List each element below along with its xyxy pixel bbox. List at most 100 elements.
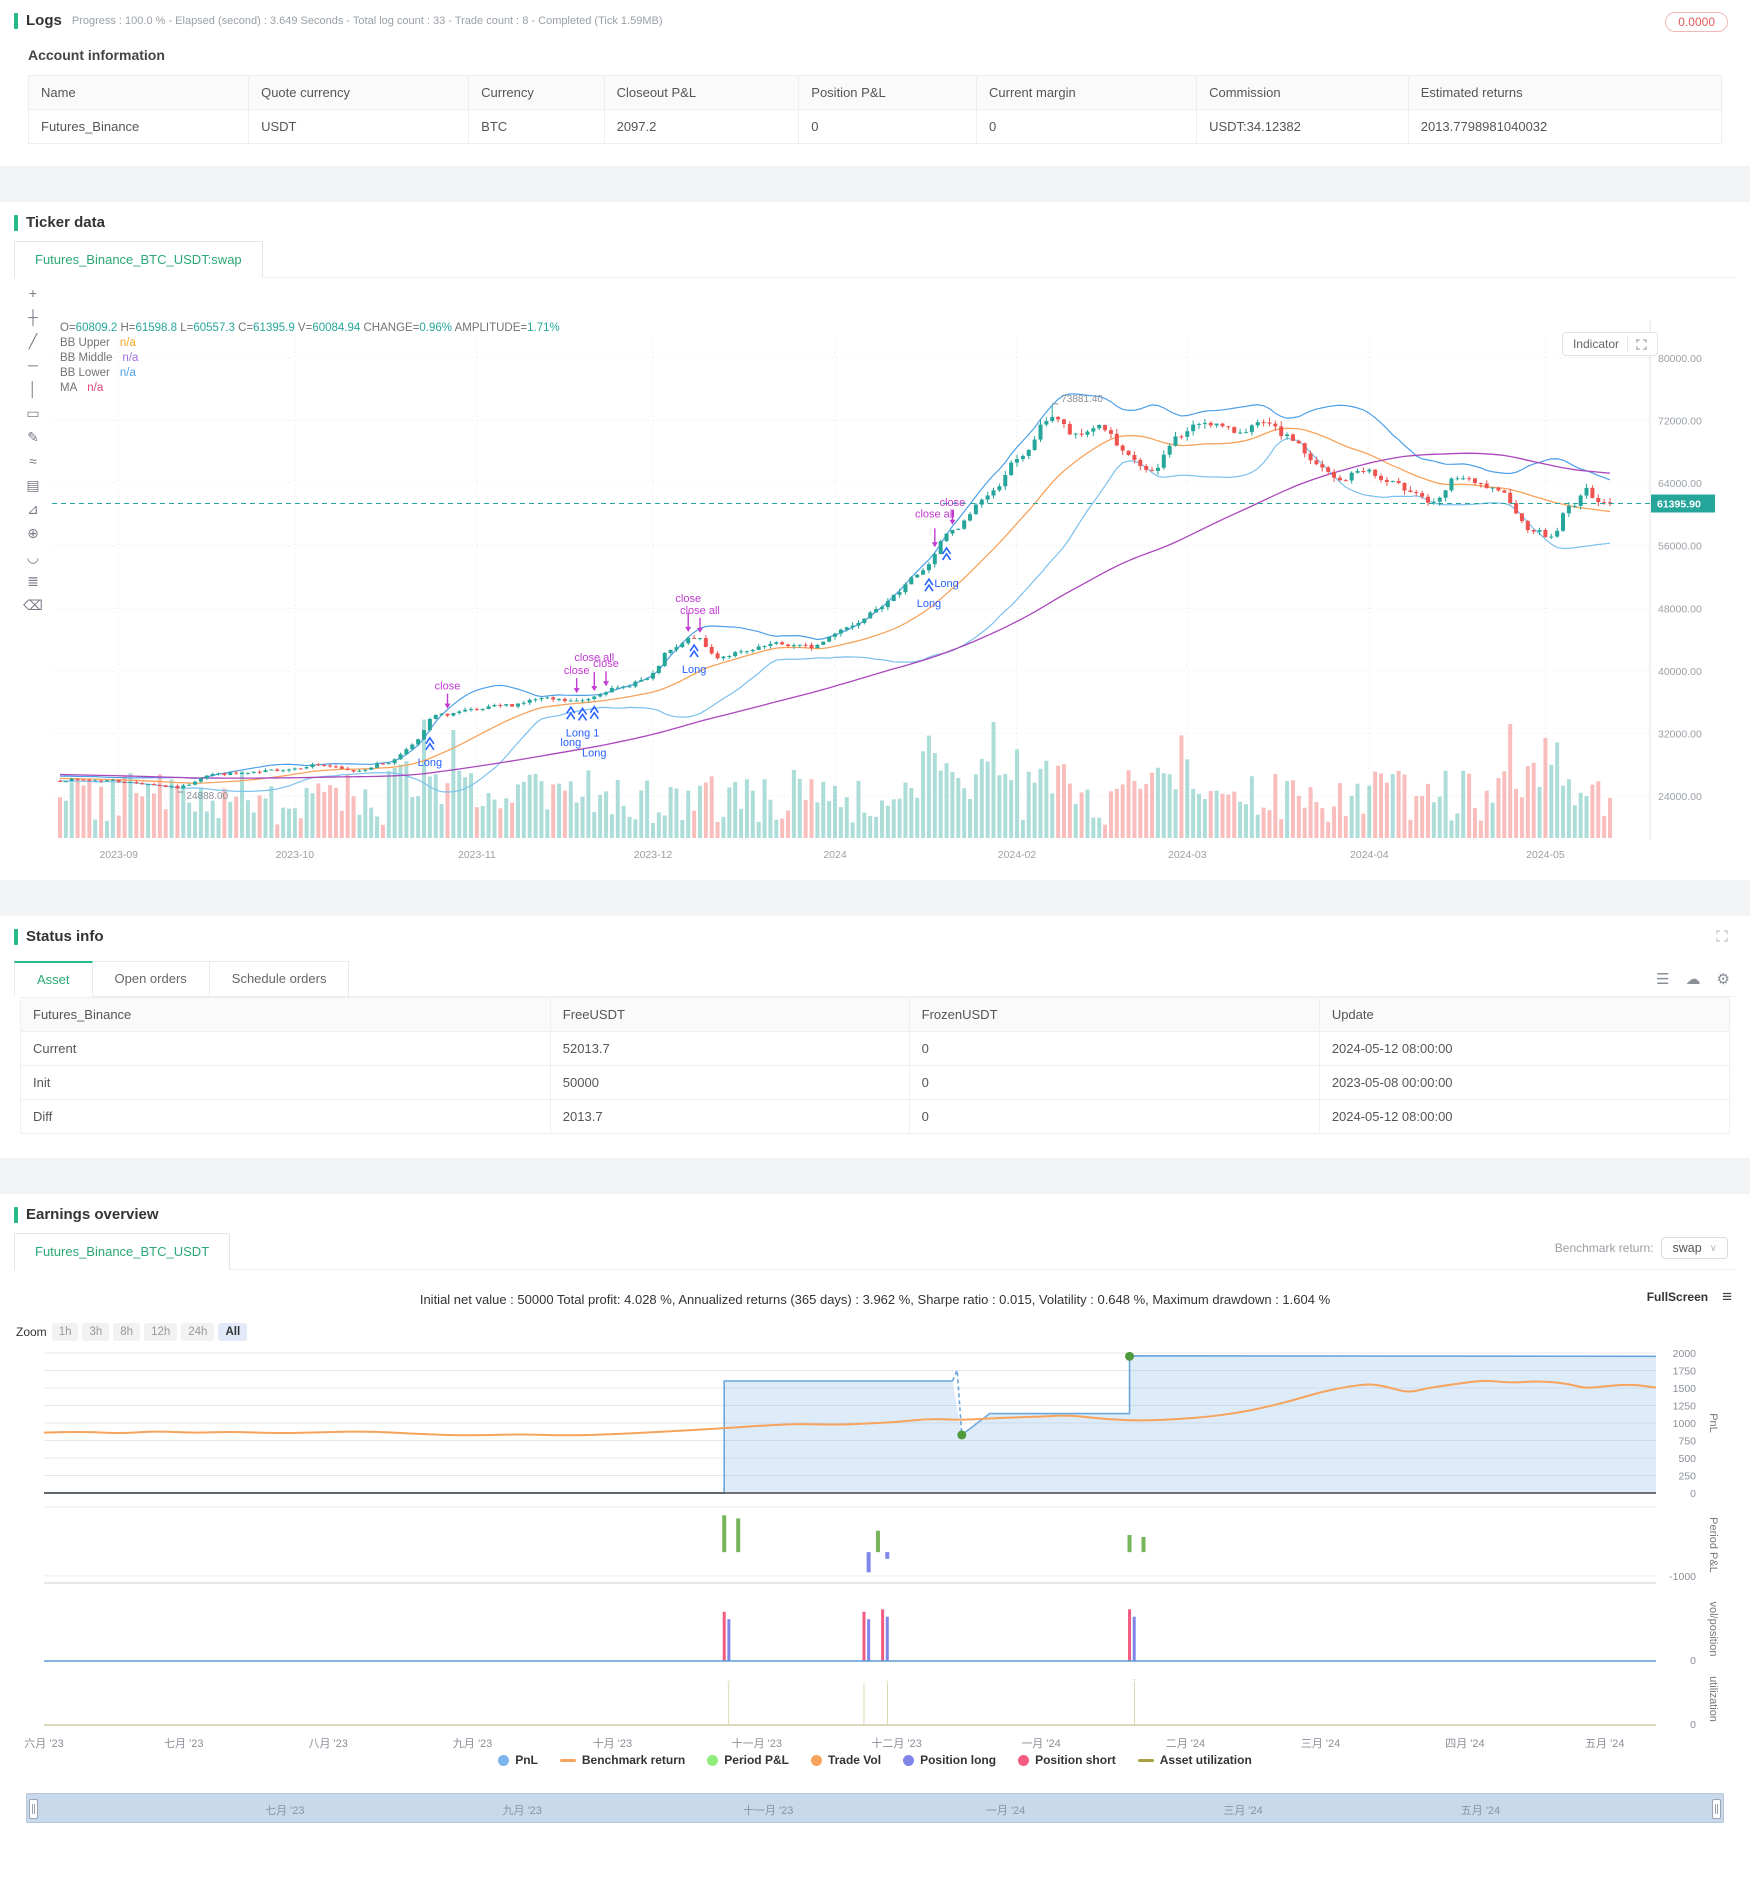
logs-progress-text: Progress : 100.0 % - Elapsed (second) : … bbox=[71, 14, 663, 27]
x-axis-label: 九月 '23 bbox=[452, 1738, 493, 1750]
section-divider bbox=[0, 1158, 1750, 1194]
zoom-buttons: 1h 3h 8h 12h 24h All bbox=[51, 1323, 248, 1341]
rectangle-icon[interactable]: ▭ bbox=[26, 405, 40, 421]
expand-icon[interactable] bbox=[1636, 338, 1647, 350]
navigator-label: 一月 '24 bbox=[985, 1805, 1026, 1817]
current-free-usdt: 52013.7 bbox=[549, 1031, 910, 1066]
col-frozen-usdt: FrozenUSDT bbox=[908, 997, 1320, 1032]
magnet-icon[interactable]: ◡ bbox=[26, 549, 40, 565]
list-menu-icon[interactable]: ☰ bbox=[1656, 971, 1670, 988]
navigator-label: 九月 '23 bbox=[502, 1805, 542, 1817]
legend-pnl[interactable]: PnL bbox=[498, 1753, 538, 1767]
tab-futures-binance-btc-usdt[interactable]: Futures_Binance_BTC_USDT bbox=[14, 1233, 231, 1270]
account-current-margin: 0 bbox=[976, 109, 1198, 144]
cursor-icon[interactable]: + bbox=[28, 285, 38, 301]
col-closeout-pnl: Closeout P&L bbox=[603, 75, 800, 110]
account-quote-currency: USDT bbox=[248, 109, 470, 144]
settings-gear-icon[interactable]: ⚙ bbox=[1716, 971, 1730, 988]
wave-icon[interactable]: ≈ bbox=[29, 453, 37, 469]
section-accent-bar bbox=[14, 214, 18, 231]
measure-icon[interactable]: ⊿ bbox=[27, 501, 39, 517]
x-axis-label: 三月 '24 bbox=[1300, 1738, 1341, 1750]
col-currency: Currency bbox=[468, 75, 605, 110]
zoom-button-12h[interactable]: 12h bbox=[144, 1323, 178, 1341]
diff-update: 2024-05-12 08:00:00 bbox=[1318, 1099, 1731, 1134]
table-row-init: Init 50000 0 2023-05-08 00:00:00 bbox=[20, 1065, 1731, 1100]
tab-futures-binance-btc-usdt-swap[interactable]: Futures_Binance_BTC_USDT:swap bbox=[14, 241, 263, 278]
col-commission: Commission bbox=[1196, 75, 1409, 110]
section-accent-bar bbox=[14, 12, 18, 29]
legend-position-long[interactable]: Position long bbox=[903, 1753, 996, 1767]
account-closeout-pnl: 2097.2 bbox=[603, 109, 800, 144]
earnings-overview-title: Earnings overview bbox=[26, 1206, 159, 1223]
circle-symbol bbox=[903, 1754, 915, 1766]
account-info-table: Name Quote currency Currency Closeout P&… bbox=[27, 75, 1723, 144]
cloud-download-icon[interactable]: ☁ bbox=[1685, 971, 1701, 988]
benchmark-selected-value: swap bbox=[1672, 1241, 1702, 1255]
collapse-icon[interactable] bbox=[1716, 930, 1728, 942]
ohlc-legend: O=60809.2 H=61598.8 L=60557.3 C=61395.9 … bbox=[60, 322, 560, 394]
navigator-right-handle[interactable] bbox=[1712, 1799, 1721, 1819]
legend-benchmark-return[interactable]: Benchmark return bbox=[559, 1753, 685, 1767]
section-divider bbox=[0, 880, 1750, 916]
horizontal-line-icon[interactable]: ─ bbox=[28, 357, 38, 373]
benchmark-select[interactable]: swap ∨ bbox=[1661, 1237, 1728, 1259]
candlestick-chart-canvas[interactable] bbox=[14, 280, 1716, 876]
col-quote-currency: Quote currency bbox=[248, 75, 470, 110]
table-row-current: Current 52013.7 0 2024-05-12 08:00:00 bbox=[20, 1031, 1731, 1066]
x-axis-label: 五月 '24 bbox=[1585, 1738, 1625, 1750]
current-frozen-usdt: 0 bbox=[908, 1031, 1320, 1066]
col-current-margin: Current margin bbox=[976, 75, 1198, 110]
legend-trade-vol[interactable]: Trade Vol bbox=[810, 1753, 881, 1767]
x-axis-label: 六月 '23 bbox=[24, 1738, 64, 1750]
row-label-init: Init bbox=[20, 1065, 551, 1100]
account-currency: BTC bbox=[468, 109, 605, 144]
earnings-x-axis-labels: 六月 '23 七月 '23 八月 '23 九月 '23 十月 '23 十一月 '23 十二月… bbox=[14, 1735, 1736, 1751]
logs-title: Logs bbox=[26, 12, 62, 29]
indicator-button[interactable]: Indicator bbox=[1561, 332, 1658, 356]
navigator-left-handle[interactable] bbox=[29, 1799, 38, 1819]
table-row-diff: Diff 2013.7 0 2024-05-12 08:00:00 bbox=[20, 1099, 1731, 1134]
tab-asset[interactable]: Asset bbox=[14, 961, 93, 997]
layers-icon[interactable]: ≣ bbox=[27, 573, 39, 589]
zoom-button-1h[interactable]: 1h bbox=[51, 1323, 79, 1341]
line-symbol bbox=[559, 1758, 576, 1762]
logs-counter-badge: 0.0000 bbox=[1665, 12, 1728, 32]
row-label-current[interactable]: Current bbox=[20, 1031, 551, 1066]
trash-icon[interactable]: ⌫ bbox=[23, 597, 43, 613]
chart-menu-icon[interactable]: ≡ bbox=[1722, 1287, 1732, 1306]
x-axis-label: 四月 '24 bbox=[1445, 1738, 1485, 1750]
zoom-button-24h[interactable]: 24h bbox=[181, 1323, 215, 1341]
range-navigator[interactable]: 七月 '23 九月 '23 十一月 '23 一月 '24 三月 '24 五月 '24 bbox=[26, 1793, 1724, 1823]
col-name: Name bbox=[27, 75, 250, 110]
indicator-row-bb-middle: BB Middle n/a bbox=[60, 352, 139, 364]
earnings-overview-section: Earnings overview Futures_Binance_BTC_US… bbox=[0, 1194, 1750, 1823]
tab-schedule-orders[interactable]: Schedule orders bbox=[209, 961, 350, 997]
navigator-label: 十一月 '23 bbox=[742, 1805, 794, 1817]
pencil-icon[interactable]: ✎ bbox=[27, 429, 39, 445]
indicator-row-bb-lower: BB Lower n/a bbox=[60, 367, 136, 379]
ticker-data-title: Ticker data bbox=[26, 214, 105, 231]
status-info-section: Status info Asset Open orders Schedule o… bbox=[0, 916, 1750, 1134]
chevron-down-icon: ∨ bbox=[1709, 1242, 1717, 1254]
zoom-button-3h[interactable]: 3h bbox=[82, 1323, 110, 1341]
legend-position-short[interactable]: Position short bbox=[1018, 1753, 1116, 1767]
navigator-label: 五月 '24 bbox=[1460, 1805, 1501, 1817]
legend-period-p&l[interactable]: Period P&L bbox=[707, 1753, 789, 1767]
vertical-line-icon[interactable]: │ bbox=[28, 381, 38, 397]
trend-line-icon[interactable]: ╱ bbox=[28, 333, 38, 349]
legend-asset-utilization[interactable]: Asset utilization bbox=[1137, 1753, 1252, 1767]
fullscreen-button[interactable]: FullScreen bbox=[1646, 1290, 1709, 1304]
asset-table: Futures_Binance FreeUSDT FrozenUSDT Upda… bbox=[20, 997, 1731, 1134]
x-axis-label: 七月 '23 bbox=[164, 1738, 204, 1750]
zoom-button-8h[interactable]: 8h bbox=[113, 1323, 141, 1341]
earnings-chart-canvas[interactable] bbox=[14, 1343, 1720, 1735]
current-update: 2024-05-12 08:00:00 bbox=[1318, 1031, 1731, 1066]
fib-icon[interactable]: ▤ bbox=[26, 477, 40, 493]
diff-free-usdt: 2013.7 bbox=[549, 1099, 910, 1134]
zoom-button-all[interactable]: All bbox=[218, 1323, 248, 1341]
crosshair-icon[interactable]: ┼ bbox=[28, 309, 38, 325]
earnings-legend: PnL Benchmark return Period P&L Trade Vol Po… bbox=[14, 1753, 1736, 1767]
zoom-in-icon[interactable]: ⊕ bbox=[27, 525, 39, 541]
tab-open-orders[interactable]: Open orders bbox=[92, 961, 210, 997]
